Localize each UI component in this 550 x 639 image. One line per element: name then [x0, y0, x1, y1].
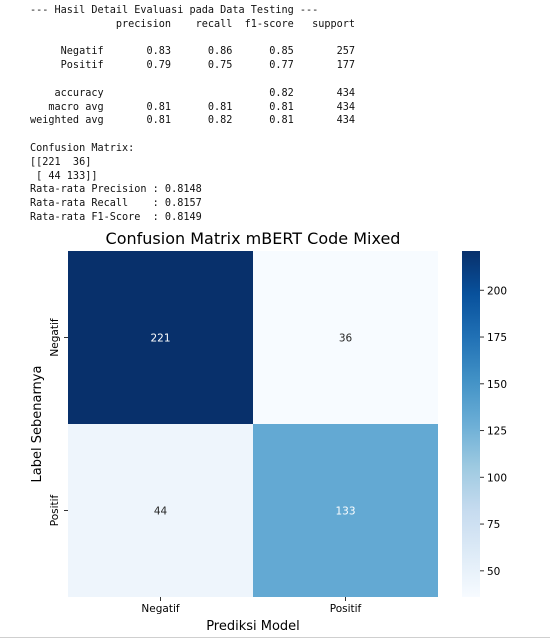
cell-value-label: 221 — [150, 333, 170, 345]
heatmap-cell — [68, 251, 253, 424]
output-divider — [0, 637, 550, 638]
cell-value-label: 36 — [339, 333, 353, 345]
x-tick-label: Negatif — [141, 603, 179, 615]
cell-value-label: 44 — [154, 506, 168, 518]
colorbar-tick-label: 175 — [487, 332, 507, 344]
x-tick-label: Positif — [330, 603, 362, 615]
chart-title: Confusion Matrix mBERT Code Mixed — [105, 229, 401, 248]
colorbar-tick-label: 125 — [487, 426, 507, 438]
y-tick-label: Negatif — [49, 318, 61, 356]
heatmap-cell — [68, 424, 253, 597]
cell-value-label: 133 — [335, 506, 355, 518]
colorbar-tick-label: 150 — [487, 379, 507, 391]
colorbar-tick-label: 100 — [487, 472, 507, 484]
console-output: --- Hasil Detail Evaluasi pada Data Test… — [30, 5, 356, 223]
heatmap-cell — [253, 424, 438, 597]
y-tick-label: Positif — [49, 494, 61, 526]
x-axis-label: Prediksi Model — [206, 619, 300, 634]
y-axis-label: Label Sebenarnya — [30, 366, 45, 483]
heatmap-cell — [253, 251, 438, 424]
colorbar-tick-label: 200 — [487, 285, 507, 297]
colorbar-tick-label: 50 — [487, 566, 500, 578]
colorbar-gradient — [462, 251, 480, 597]
colorbar-tick-label: 75 — [487, 519, 500, 531]
